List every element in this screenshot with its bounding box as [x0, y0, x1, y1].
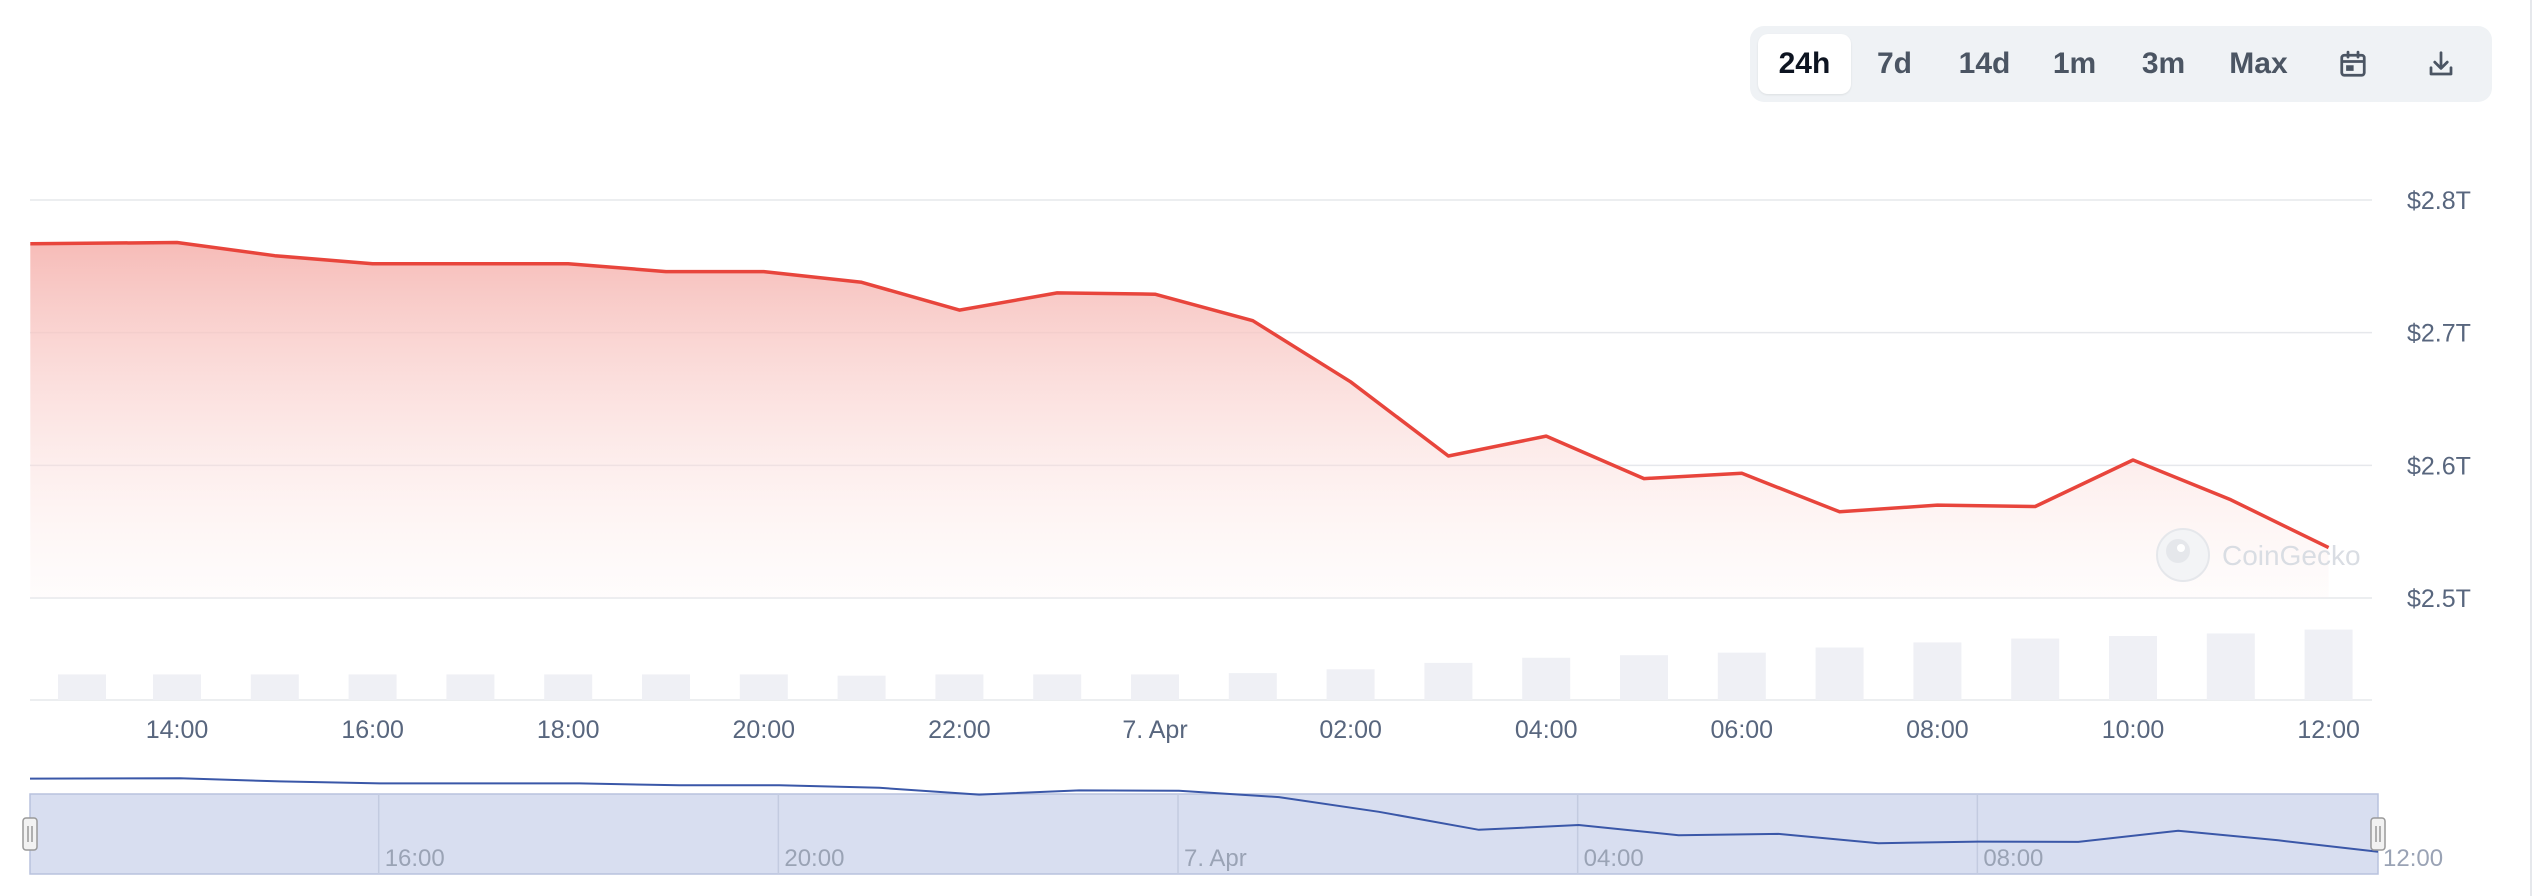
- x-tick-label: 18:00: [537, 716, 600, 744]
- y-tick-label: $2.5T: [2407, 585, 2471, 613]
- navigator-tick-label: 08:00: [1983, 845, 2043, 872]
- volume-bar: [642, 674, 690, 700]
- panel-right-border: [2530, 0, 2532, 896]
- coingecko-watermark: CoinGecko: [2156, 528, 2361, 582]
- volume-bar: [2011, 638, 2060, 700]
- navigator-tick-label: 04:00: [1584, 845, 1644, 872]
- x-tick-label: 10:00: [2102, 716, 2165, 744]
- x-tick-label: 08:00: [1906, 716, 1969, 744]
- y-tick-label: $2.8T: [2407, 187, 2471, 215]
- range-button-14d[interactable]: 14d: [1958, 47, 2011, 80]
- volume-bar: [250, 674, 299, 700]
- x-tick-label: 02:00: [1319, 716, 1382, 744]
- calendar-icon[interactable]: [2308, 34, 2399, 94]
- volume-bar: [153, 674, 201, 700]
- volume-bar: [446, 674, 495, 700]
- volume-bar: [1913, 642, 1962, 700]
- volume-bar: [837, 675, 886, 700]
- range-button-max[interactable]: Max: [2229, 47, 2288, 80]
- x-tick-label: 20:00: [733, 716, 796, 744]
- volume-bar: [1620, 655, 1668, 700]
- price-line[interactable]: [30, 240, 2330, 550]
- x-tick-label: 12:00: [2297, 716, 2360, 744]
- navigator-left-handle[interactable]: [22, 817, 38, 851]
- range-button-1m[interactable]: 1m: [2052, 47, 2097, 80]
- volume-bar: [2109, 636, 2157, 700]
- range-button-7d[interactable]: 7d: [1876, 47, 1912, 80]
- volume-bar: [739, 674, 788, 700]
- volume-bar: [1522, 657, 1571, 700]
- volume-bar: [2304, 629, 2353, 700]
- x-tick-label: 22:00: [928, 716, 991, 744]
- range-button-3m[interactable]: 3m: [2141, 47, 2186, 80]
- volume-bar: [935, 674, 984, 700]
- watermark-text: CoinGecko: [2222, 540, 2361, 571]
- x-tick-label: 04:00: [1515, 716, 1578, 744]
- volume-bar: [1131, 674, 1179, 700]
- time-range-toolbar: 24h 7d 14d 1m 3m Max: [1750, 26, 2492, 102]
- volume-bar: [1033, 674, 1082, 700]
- x-tick-label: 16:00: [341, 716, 404, 744]
- navigator-tick-label: 20:00: [784, 845, 844, 872]
- volume-bar: [1815, 647, 1864, 700]
- download-icon[interactable]: [2399, 34, 2484, 94]
- volume-bar: [348, 674, 397, 700]
- navigator-right-handle[interactable]: [2370, 817, 2386, 851]
- navigator-series-line: [29, 777, 2379, 853]
- y-tick-label: $2.6T: [2407, 452, 2471, 480]
- volume-bar: [58, 674, 106, 700]
- navigator-tick-label: 12:00: [2383, 845, 2443, 872]
- volume-bar: [1228, 673, 1277, 700]
- volume-bar: [1326, 669, 1375, 700]
- x-tick-label: 06:00: [1711, 716, 1774, 744]
- y-tick-label: $2.7T: [2407, 320, 2471, 348]
- navigator-tick-label: 16:00: [385, 845, 445, 872]
- price-area: [30, 242, 2329, 598]
- navigator-tick-label: 7. Apr: [1184, 845, 1247, 872]
- volume-bar: [544, 674, 593, 700]
- x-tick-label: 7. Apr: [1122, 716, 1187, 744]
- volume-bar: [1717, 652, 1766, 700]
- range-button-24h[interactable]: 24h: [1758, 34, 1851, 94]
- x-tick-label: 14:00: [146, 716, 209, 744]
- volume-bar: [1424, 662, 1473, 700]
- volume-bar: [2206, 633, 2255, 700]
